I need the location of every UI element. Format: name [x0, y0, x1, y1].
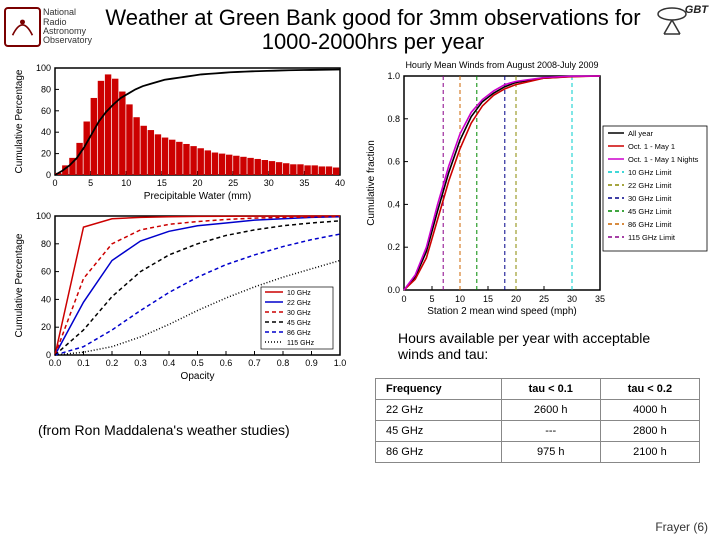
- svg-text:0.6: 0.6: [387, 157, 400, 167]
- svg-text:5: 5: [429, 294, 434, 304]
- svg-text:30: 30: [264, 178, 274, 188]
- page-title: Weather at Green Bank good for 3mm obser…: [92, 4, 654, 56]
- svg-text:20: 20: [41, 322, 51, 332]
- svg-text:Cumulative fraction: Cumulative fraction: [366, 140, 377, 226]
- svg-text:86 GHz Limit: 86 GHz Limit: [628, 220, 672, 229]
- svg-text:115 GHz: 115 GHz: [287, 340, 315, 347]
- svg-text:0: 0: [52, 178, 57, 188]
- svg-text:0.9: 0.9: [305, 358, 318, 368]
- svg-text:Opacity: Opacity: [181, 371, 215, 382]
- svg-text:0.0: 0.0: [387, 285, 400, 295]
- svg-text:80: 80: [41, 239, 51, 249]
- svg-text:Cumulative Percentage: Cumulative Percentage: [14, 233, 25, 337]
- precipitable-water-chart: 0 5 10 15 20 25 30 35 40 0 20 40 60 80 100 Precipitable…: [10, 58, 355, 203]
- table-row: 86 GHz975 h2100 h: [376, 442, 700, 463]
- svg-text:22 GHz Limit: 22 GHz Limit: [628, 181, 672, 190]
- svg-text:0.2: 0.2: [387, 242, 400, 252]
- svg-text:1.0: 1.0: [334, 358, 347, 368]
- svg-text:60: 60: [41, 267, 51, 277]
- svg-text:0.7: 0.7: [248, 358, 261, 368]
- svg-text:5: 5: [88, 178, 93, 188]
- svg-text:115 GHz Limit: 115 GHz Limit: [628, 233, 676, 242]
- svg-text:0: 0: [401, 294, 406, 304]
- hours-caption: Hours available per year with acceptable…: [398, 330, 688, 362]
- nrao-logo-icon: [4, 7, 41, 47]
- svg-text:0.4: 0.4: [387, 199, 400, 209]
- table-header: tau < 0.2: [600, 379, 699, 400]
- svg-text:Station 2 mean wind speed (mph: Station 2 mean wind speed (mph): [427, 306, 577, 317]
- svg-text:45 GHz Limit: 45 GHz Limit: [628, 207, 672, 216]
- svg-text:15: 15: [157, 178, 167, 188]
- svg-text:80: 80: [41, 84, 51, 94]
- nrao-logo: National Radio Astronomy Observatory: [4, 4, 92, 50]
- svg-text:Oct. 1 - May 1: Oct. 1 - May 1: [628, 142, 675, 151]
- svg-text:10: 10: [455, 294, 465, 304]
- svg-text:86 GHz: 86 GHz: [287, 330, 311, 337]
- svg-text:20: 20: [41, 149, 51, 159]
- svg-text:0.4: 0.4: [163, 358, 176, 368]
- svg-text:45 GHz: 45 GHz: [287, 320, 311, 327]
- svg-text:10 GHz: 10 GHz: [287, 290, 311, 297]
- svg-text:40: 40: [41, 294, 51, 304]
- svg-text:Hourly Mean Winds from August: Hourly Mean Winds from August 2008-July …: [405, 60, 598, 70]
- svg-text:0.3: 0.3: [134, 358, 147, 368]
- gbt-logo-label: GBT: [685, 4, 708, 16]
- svg-text:0: 0: [46, 350, 51, 360]
- svg-text:1.0: 1.0: [387, 71, 400, 81]
- opacity-chart: 0.00.10.20.30.40.50.60.70.80.91.00204060…: [10, 208, 355, 383]
- header: National Radio Astronomy Observatory Wea…: [0, 0, 720, 56]
- hours-table: Frequencytau < 0.1tau < 0.222 GHz2600 h4…: [375, 378, 700, 463]
- table-header: tau < 0.1: [501, 379, 600, 400]
- svg-text:0.1: 0.1: [77, 358, 90, 368]
- source-caption: (from Ron Maddalena's weather studies): [38, 422, 298, 438]
- svg-text:22 GHz: 22 GHz: [287, 300, 311, 307]
- svg-text:Precipitable Water (mm): Precipitable Water (mm): [144, 191, 251, 202]
- table-row: 22 GHz2600 h4000 h: [376, 400, 700, 421]
- footer-label: Frayer (6): [655, 520, 708, 534]
- left-charts: 0 5 10 15 20 25 30 35 40 0 20 40 60 80 100 Precipitable…: [10, 58, 355, 388]
- svg-text:Cumulative Percentage: Cumulative Percentage: [14, 69, 25, 173]
- svg-text:100: 100: [36, 63, 51, 73]
- table-row: 45 GHz---2800 h: [376, 421, 700, 442]
- svg-text:10 GHz Limit: 10 GHz Limit: [628, 168, 672, 177]
- wind-speed-chart: Hourly Mean Winds from August 2008-July …: [362, 58, 710, 318]
- svg-text:30: 30: [567, 294, 577, 304]
- table-header: Frequency: [376, 379, 502, 400]
- svg-text:35: 35: [595, 294, 605, 304]
- svg-text:30 GHz: 30 GHz: [287, 310, 311, 317]
- svg-text:0: 0: [46, 170, 51, 180]
- svg-text:25: 25: [539, 294, 549, 304]
- svg-text:Oct. 1 - May 1 Nights: Oct. 1 - May 1 Nights: [628, 155, 699, 164]
- svg-text:40: 40: [335, 178, 345, 188]
- svg-text:100: 100: [36, 211, 51, 221]
- svg-text:40: 40: [41, 127, 51, 137]
- svg-text:35: 35: [299, 178, 309, 188]
- svg-text:30 GHz Limit: 30 GHz Limit: [628, 194, 672, 203]
- gbt-logo: GBT: [654, 4, 710, 50]
- svg-text:25: 25: [228, 178, 238, 188]
- svg-text:0.6: 0.6: [220, 358, 233, 368]
- svg-text:0.2: 0.2: [106, 358, 119, 368]
- svg-text:0.5: 0.5: [191, 358, 204, 368]
- svg-text:10: 10: [121, 178, 131, 188]
- svg-text:All year: All year: [628, 129, 654, 138]
- nrao-logo-text: National Radio Astronomy Observatory: [43, 8, 92, 46]
- svg-text:20: 20: [192, 178, 202, 188]
- svg-text:20: 20: [511, 294, 521, 304]
- svg-text:60: 60: [41, 106, 51, 116]
- svg-text:0.8: 0.8: [277, 358, 290, 368]
- svg-text:0.8: 0.8: [387, 114, 400, 124]
- svg-text:15: 15: [483, 294, 493, 304]
